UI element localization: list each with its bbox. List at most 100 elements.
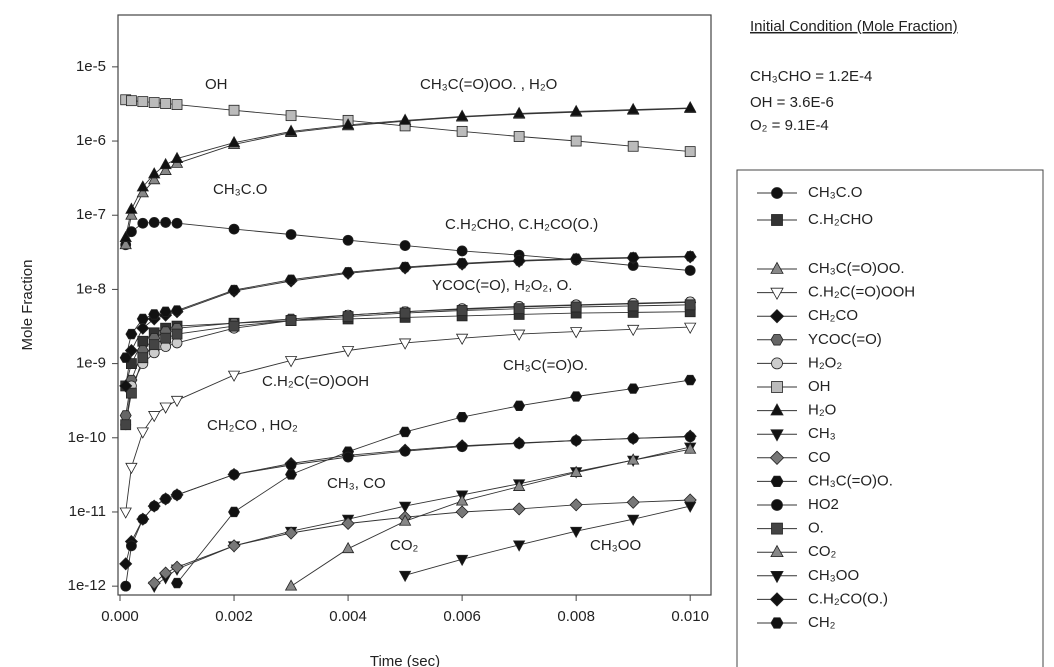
legend-label: CH₃C.O: [808, 184, 862, 201]
data-point: [513, 400, 526, 411]
legend-label: CH₃OO: [808, 567, 859, 584]
data-point: [160, 217, 172, 228]
data-point: [455, 505, 469, 519]
x-tick-label: 0.006: [443, 608, 481, 625]
data-point: [125, 328, 138, 340]
data-point: [136, 321, 150, 335]
data-point: [125, 202, 138, 214]
data-point: [284, 124, 298, 136]
data-point: [684, 265, 696, 276]
data-point: [159, 402, 172, 414]
data-point: [148, 500, 160, 512]
data-point: [684, 322, 697, 334]
legend-label: OH: [808, 378, 831, 395]
data-point: [455, 494, 469, 506]
data-point: [627, 383, 640, 394]
data-point: [136, 313, 149, 325]
data-point: [399, 240, 411, 251]
data-point: [228, 284, 241, 296]
data-point: [684, 431, 696, 443]
y-tick-label: 1e-6: [76, 132, 106, 149]
data-point: [170, 395, 184, 408]
data-point: [341, 346, 355, 358]
data-point: [171, 489, 183, 501]
x-tick-label: 0.010: [671, 608, 709, 625]
data-point: [342, 267, 355, 278]
data-point: [684, 374, 697, 386]
data-point: [627, 433, 639, 444]
data-point: [285, 459, 297, 471]
data-point: [148, 167, 161, 179]
data-point: [228, 320, 240, 332]
data-point: [148, 97, 160, 108]
data-point: [398, 514, 412, 526]
data-point: [137, 217, 149, 229]
x-axis-label: Time (sec): [370, 653, 440, 667]
data-point: [147, 576, 161, 590]
data-point: [342, 234, 354, 246]
y-tick-label: 1e-9: [76, 355, 106, 372]
data-point: [684, 146, 696, 158]
data-point: [684, 442, 697, 454]
x-tick-label: 0.000: [101, 608, 139, 625]
legend-label: YCOC(=O): [808, 331, 882, 348]
data-point: [626, 102, 640, 115]
data-point: [684, 299, 696, 311]
data-point: [159, 306, 172, 317]
data-point: [399, 426, 412, 438]
x-tick-label: 0.008: [557, 608, 595, 625]
data-point: [285, 274, 298, 285]
data-point: [627, 252, 640, 263]
legend-marker: [770, 334, 784, 346]
legend-label: CH₃C(=O)OO.: [808, 260, 905, 277]
data-point: [456, 411, 469, 423]
data-point: [148, 173, 161, 185]
data-point: [570, 253, 583, 264]
legend-label: H₂O: [808, 402, 836, 419]
data-point: [148, 309, 161, 320]
data-point: [136, 186, 149, 198]
legend-marker: [770, 475, 784, 488]
series-line: [125, 311, 691, 387]
legend-marker: [771, 187, 783, 199]
data-point: [120, 419, 132, 431]
data-point: [569, 498, 583, 512]
data-point: [285, 315, 297, 326]
data-point: [456, 305, 468, 316]
legend-label: CH₂CO: [808, 307, 858, 324]
annotation: CH₃C(=O)O.: [503, 357, 588, 374]
data-point: [148, 217, 160, 228]
data-point: [398, 570, 412, 583]
data-point: [119, 410, 132, 421]
data-point: [341, 516, 355, 531]
data-point: [159, 566, 173, 580]
data-point: [569, 526, 583, 539]
data-point: [398, 501, 412, 513]
data-point: [227, 135, 241, 148]
data-point: [171, 305, 183, 316]
legend-marker: [770, 571, 784, 584]
data-point: [513, 303, 525, 315]
data-point: [456, 245, 468, 257]
data-point: [119, 352, 132, 363]
data-point: [227, 539, 241, 553]
data-point: [684, 501, 697, 513]
data-point: [119, 379, 133, 393]
series-line: [404, 505, 691, 576]
legend-marker: [769, 450, 785, 465]
data-point: [284, 356, 298, 368]
legend-marker: [769, 309, 785, 324]
legend-marker: [770, 287, 784, 301]
data-point: [160, 98, 172, 109]
data-point: [342, 451, 354, 463]
data-point: [399, 445, 411, 457]
data-point: [126, 226, 137, 238]
data-point: [284, 526, 298, 540]
data-point: [159, 157, 172, 170]
initial-condition: O₂ = 9.1E-4: [750, 117, 829, 134]
legend-box: [736, 169, 1044, 667]
legend-marker: [769, 592, 785, 607]
data-point: [120, 580, 132, 592]
data-point: [512, 106, 526, 118]
legend-label: C.H₂C(=O)OOH: [808, 284, 915, 301]
